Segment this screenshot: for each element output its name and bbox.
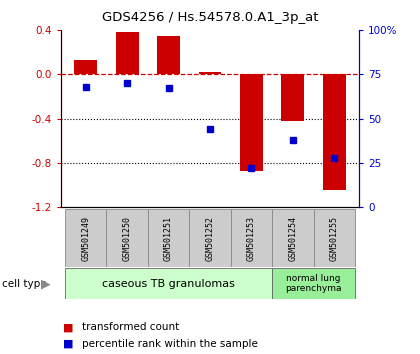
Bar bbox=[323, 74, 346, 190]
Text: GSM501252: GSM501252 bbox=[205, 216, 215, 261]
Text: GSM501255: GSM501255 bbox=[330, 216, 339, 261]
Bar bbox=[74, 60, 97, 74]
Text: cell type: cell type bbox=[2, 279, 47, 289]
Text: caseous TB granulomas: caseous TB granulomas bbox=[102, 279, 235, 289]
Bar bbox=[106, 209, 148, 267]
Text: GDS4256 / Hs.54578.0.A1_3p_at: GDS4256 / Hs.54578.0.A1_3p_at bbox=[102, 11, 318, 24]
Bar bbox=[199, 72, 221, 74]
Text: ■: ■ bbox=[63, 339, 74, 349]
Bar bbox=[189, 209, 231, 267]
Bar bbox=[148, 209, 189, 267]
Text: GSM501250: GSM501250 bbox=[123, 216, 131, 261]
Bar bbox=[240, 74, 263, 171]
Text: percentile rank within the sample: percentile rank within the sample bbox=[82, 339, 258, 349]
Bar bbox=[314, 209, 355, 267]
Text: GSM501251: GSM501251 bbox=[164, 216, 173, 261]
Text: ▶: ▶ bbox=[41, 277, 51, 290]
Text: GSM501253: GSM501253 bbox=[247, 216, 256, 261]
Bar bbox=[65, 268, 272, 299]
Bar bbox=[116, 32, 139, 74]
Bar bbox=[65, 209, 106, 267]
Bar bbox=[281, 74, 304, 121]
Text: ■: ■ bbox=[63, 322, 74, 332]
Text: normal lung
parenchyma: normal lung parenchyma bbox=[285, 274, 342, 293]
Text: GSM501249: GSM501249 bbox=[81, 216, 90, 261]
Bar bbox=[272, 268, 355, 299]
Bar bbox=[272, 209, 314, 267]
Text: transformed count: transformed count bbox=[82, 322, 179, 332]
Bar bbox=[231, 209, 272, 267]
Text: GSM501254: GSM501254 bbox=[289, 216, 297, 261]
Bar bbox=[157, 36, 180, 74]
